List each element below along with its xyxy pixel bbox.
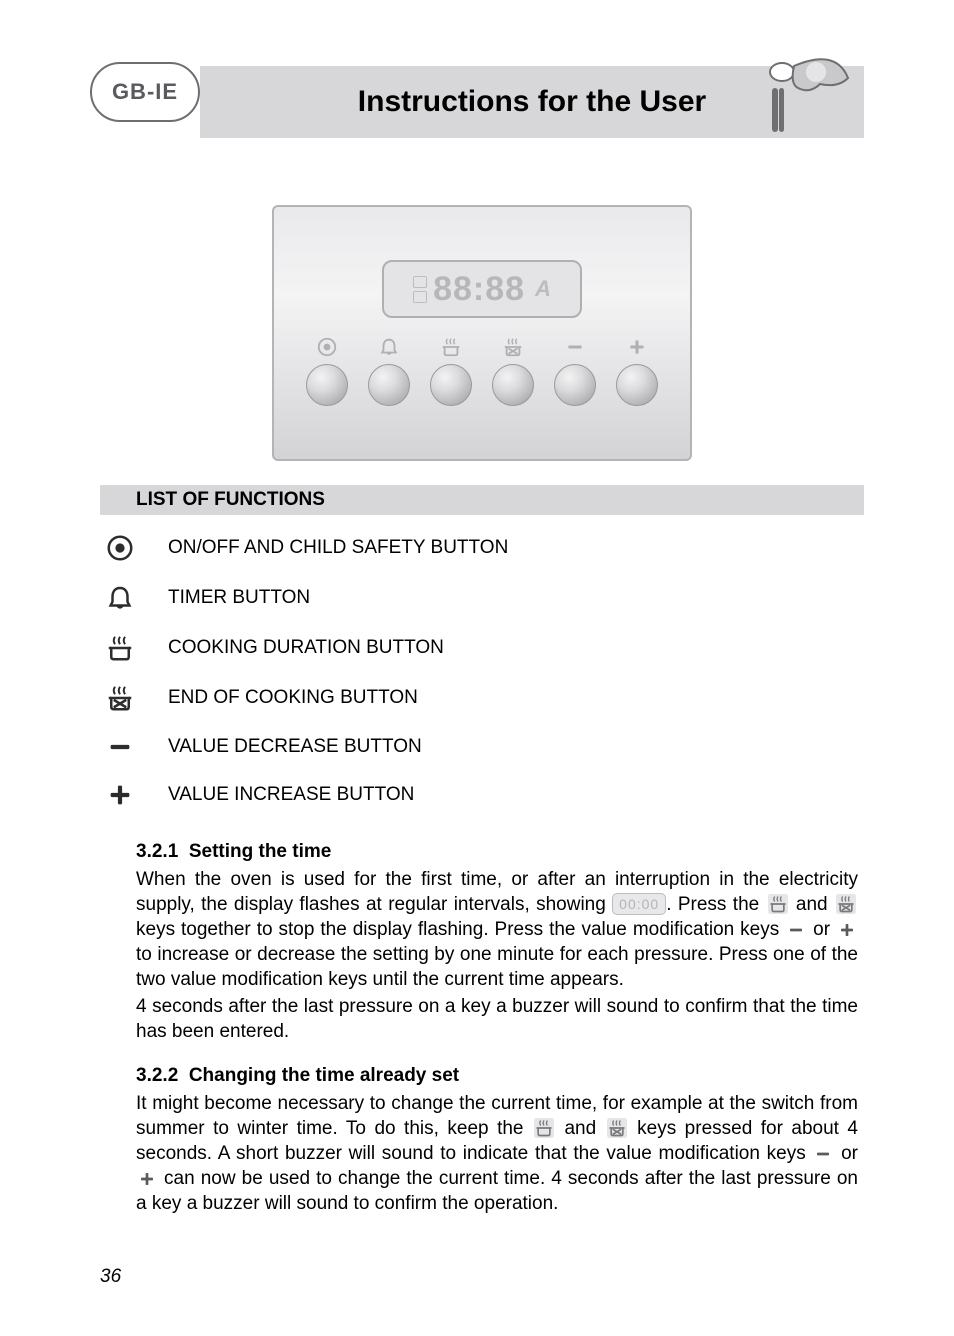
function-row-minus: VALUE DECREASE BUTTON	[100, 733, 844, 761]
panel-button-row	[304, 336, 660, 406]
panel-button-cap	[554, 364, 596, 406]
spoon-cloud-icon	[764, 54, 856, 146]
function-label: END OF COOKING BUTTON	[168, 687, 418, 709]
pot-icon	[534, 1118, 554, 1138]
functions-list: ON/OFF AND CHILD SAFETY BUTTON TIMER BUT…	[100, 533, 864, 809]
functions-heading: LIST OF FUNCTIONS	[136, 489, 325, 511]
pot-x-icon	[105, 683, 135, 713]
panel-btn-plus	[614, 336, 660, 406]
function-label: VALUE INCREASE BUTTON	[168, 784, 414, 806]
pot-icon	[105, 633, 135, 663]
panel-button-cap	[616, 364, 658, 406]
panel-btn-power	[304, 336, 350, 406]
function-label: COOKING DURATION BUTTON	[168, 637, 444, 659]
pot-icon	[768, 894, 788, 914]
subsection-heading: 3.2.2 Changing the time already set	[136, 1065, 858, 1087]
bell-icon	[378, 336, 400, 358]
minus-icon	[565, 337, 585, 357]
function-row-duration: COOKING DURATION BUTTON	[100, 633, 844, 663]
lcd-indicator-blocks	[413, 276, 427, 303]
control-panel-figure: 88:88 A	[100, 205, 864, 461]
text: and	[556, 1118, 605, 1139]
function-row-timer: TIMER BUTTON	[100, 583, 844, 613]
section-changing-time: 3.2.2 Changing the time already set It m…	[100, 1065, 864, 1216]
panel-button-cap	[306, 364, 348, 406]
page: Instructions for the User GB-IE 88:88 A	[0, 0, 954, 1336]
bell-icon	[105, 583, 135, 613]
function-label: ON/OFF AND CHILD SAFETY BUTTON	[168, 537, 508, 559]
function-label: TIMER BUTTON	[168, 587, 310, 609]
header: Instructions for the User GB-IE	[100, 50, 864, 155]
panel-btn-minus	[552, 336, 598, 406]
minus-icon	[787, 921, 805, 939]
panel-btn-duration	[428, 336, 474, 406]
panel-btn-timer	[366, 336, 412, 406]
text: keys together to stop the display flashi…	[136, 919, 785, 940]
text: and	[790, 894, 834, 915]
function-row-plus: VALUE INCREASE BUTTON	[100, 781, 844, 809]
plus-icon	[138, 1170, 156, 1188]
function-row-power: ON/OFF AND CHILD SAFETY BUTTON	[100, 533, 844, 563]
page-number: 36	[100, 1266, 121, 1288]
pot-x-icon	[607, 1118, 627, 1138]
section-setting-time: 3.2.1 Setting the time When the oven is …	[100, 841, 864, 1045]
text: or	[807, 919, 836, 940]
plus-icon	[106, 781, 134, 809]
text: or	[834, 1143, 858, 1164]
text: to increase or decrease the setting by o…	[136, 944, 858, 990]
minus-icon	[106, 733, 134, 761]
text: . Press the	[666, 894, 765, 915]
page-title: Instructions for the User	[358, 85, 706, 119]
power-icon	[105, 533, 135, 563]
subsection-title: Setting the time	[189, 841, 332, 862]
inline-lcd-0000: 00:00	[612, 893, 666, 914]
lcd-suffix: A	[535, 276, 551, 302]
subsection-heading: 3.2.1 Setting the time	[136, 841, 858, 863]
functions-heading-band: LIST OF FUNCTIONS	[100, 485, 864, 515]
panel-button-cap	[430, 364, 472, 406]
pot-x-icon	[836, 894, 856, 914]
power-icon	[316, 336, 338, 358]
subsection-number: 3.2.2	[136, 1065, 178, 1086]
minus-icon	[814, 1145, 832, 1163]
paragraph: When the oven is used for the first time…	[136, 867, 858, 992]
function-row-end: END OF COOKING BUTTON	[100, 683, 844, 713]
control-panel: 88:88 A	[272, 205, 692, 461]
lcd-digits: 88:88	[433, 270, 525, 309]
text: can now be used to change the current ti…	[136, 1168, 858, 1214]
paragraph: It might become necessary to change the …	[136, 1091, 858, 1216]
pot-x-icon	[502, 336, 524, 358]
paragraph: 4 seconds after the last pressure on a k…	[136, 994, 858, 1044]
plus-icon	[627, 337, 647, 357]
function-label: VALUE DECREASE BUTTON	[168, 736, 422, 758]
subsection-title: Changing the time already set	[189, 1065, 459, 1086]
panel-button-cap	[492, 364, 534, 406]
locale-badge: GB-IE	[90, 62, 200, 122]
panel-btn-end	[490, 336, 536, 406]
subsection-number: 3.2.1	[136, 841, 178, 862]
plus-icon	[838, 921, 856, 939]
panel-button-cap	[368, 364, 410, 406]
pot-icon	[440, 336, 462, 358]
lcd-display: 88:88 A	[382, 260, 582, 318]
